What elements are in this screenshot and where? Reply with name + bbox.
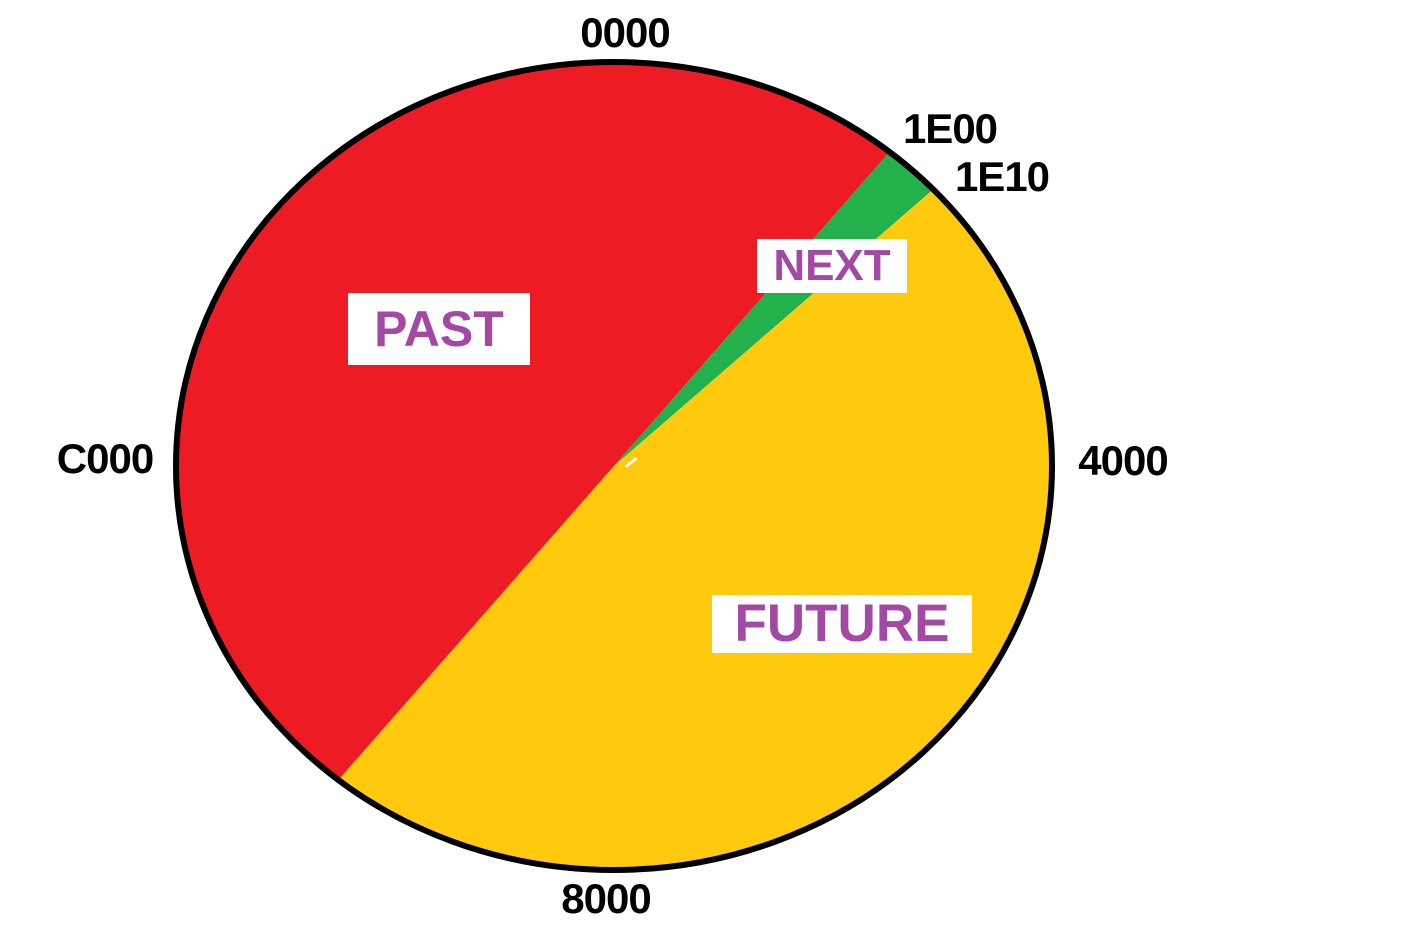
tick-label-1e00: 1E00 — [902, 105, 998, 152]
pie-slice-past — [175, 61, 890, 780]
tick-label-c000: C000 — [56, 435, 154, 482]
tick-label-8000: 8000 — [561, 875, 651, 922]
tick-label-1e10: 1E10 — [954, 153, 1050, 200]
slice-label-future: FUTURE — [712, 595, 972, 653]
slice-label-past: PAST — [348, 293, 530, 365]
pie-slice-future — [338, 189, 1053, 871]
pie-outline — [173, 59, 1055, 873]
pie-slice-next — [614, 152, 934, 466]
tick-label-4000: 4000 — [1078, 437, 1168, 484]
tick-label-0000: 0000 — [580, 9, 670, 56]
slice-label-next: NEXT — [757, 239, 907, 293]
